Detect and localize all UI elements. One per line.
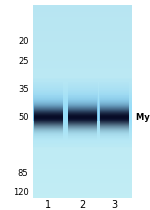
Text: 2: 2 — [79, 200, 86, 210]
Text: 20: 20 — [18, 38, 28, 46]
Text: 35: 35 — [18, 85, 28, 94]
Text: 50: 50 — [18, 113, 28, 122]
Text: 85: 85 — [18, 169, 28, 178]
Text: 120: 120 — [13, 188, 28, 197]
Text: 3: 3 — [111, 200, 117, 210]
Text: Myc (pT58): Myc (pT58) — [136, 113, 150, 122]
Text: 25: 25 — [18, 58, 28, 66]
Text: 1: 1 — [45, 200, 51, 210]
